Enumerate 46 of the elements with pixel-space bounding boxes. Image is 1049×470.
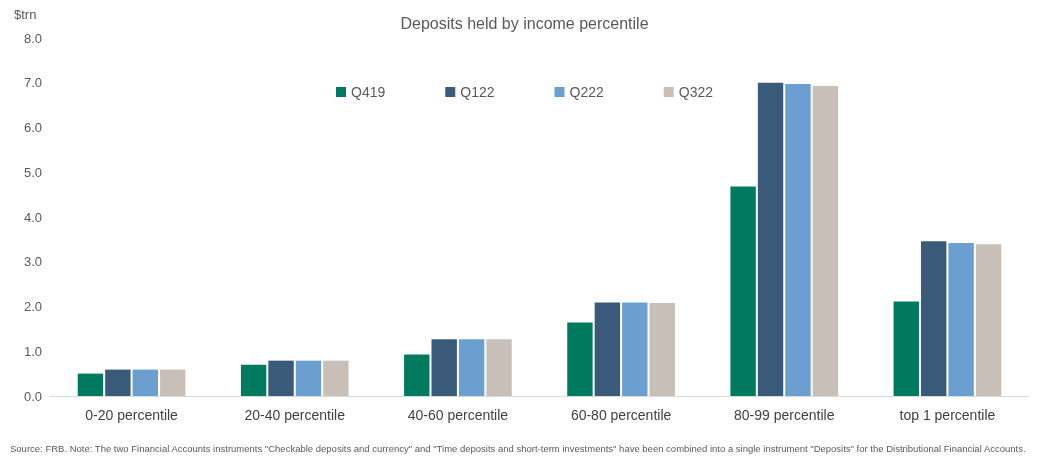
y-tick-label: 6.0: [23, 120, 42, 135]
bar: [323, 360, 349, 396]
y-axis-title: $trn: [14, 7, 37, 22]
legend-label: Q122: [460, 84, 495, 100]
legend-label: Q222: [569, 84, 604, 100]
y-tick-label: 3.0: [23, 254, 42, 270]
x-tick-label: 40-60 percentile: [407, 407, 509, 423]
x-tick-label: 20-40 percentile: [244, 407, 346, 423]
bar: [594, 302, 621, 396]
y-tick-label: 5.0: [23, 164, 42, 180]
x-tick-label: top 1 percentile: [899, 407, 996, 423]
bar: [404, 354, 430, 396]
bar: [77, 373, 104, 396]
bar: [431, 339, 457, 396]
y-tick-label: 2.0: [23, 299, 42, 314]
bar: [757, 82, 784, 396]
bar: [160, 369, 186, 396]
bar: [240, 364, 267, 396]
bar: [921, 241, 947, 396]
x-tick-label: 0-20 percentile: [85, 407, 179, 423]
bar: [132, 369, 158, 396]
bar: [458, 339, 485, 396]
bar: [622, 302, 648, 396]
bar: [268, 360, 294, 396]
bar: [812, 85, 839, 396]
bar: [567, 322, 593, 396]
source-note: Source: FRB. Note: The two Financial Accounts instruments "Checkable deposits and currency" and "Time deposits and short-term investments" have been combined into a single instrument "Deposits" for the Distributional Financial Accounts.: [10, 443, 1026, 454]
chart-title: Deposits held by income percentile: [400, 14, 649, 32]
x-tick-label: 60-80 percentile: [570, 407, 672, 423]
y-tick-label: 7.0: [23, 75, 42, 91]
y-tick-label: 8.0: [23, 30, 42, 46]
bar: [948, 242, 974, 396]
y-tick-label: 0.0: [23, 388, 42, 404]
bar: [975, 244, 1002, 396]
y-tick-label: 1.0: [23, 343, 42, 359]
x-tick-label: 80-99 percentile: [734, 407, 835, 423]
bar: [295, 360, 322, 396]
bar: [730, 186, 756, 396]
bar: [649, 302, 675, 396]
bar: [105, 369, 131, 396]
legend-label: Q419: [351, 84, 386, 100]
bar: [893, 301, 919, 396]
legend-label: Q322: [678, 84, 714, 100]
bar: [486, 339, 512, 396]
y-tick-label: 4.0: [23, 209, 42, 225]
bar: [785, 84, 811, 396]
